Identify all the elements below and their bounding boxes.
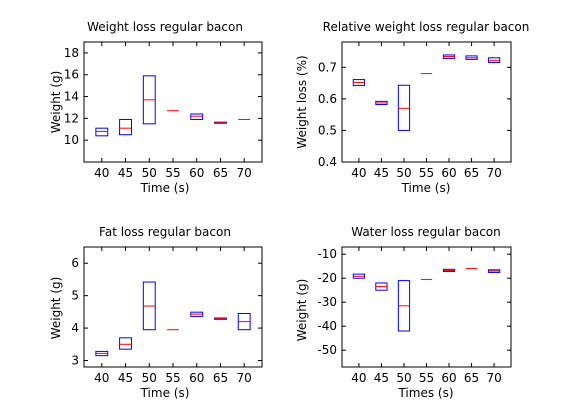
- y-axis-label: Weight (g): [295, 279, 309, 342]
- x-tick-label: 70: [486, 166, 501, 180]
- y-tick-label: 0.4: [318, 155, 337, 169]
- x-tick-label: 70: [486, 371, 501, 385]
- y-axis-label: Weight loss (%): [295, 55, 309, 148]
- x-tick-label: 50: [142, 166, 157, 180]
- x-axis-label: Times (s): [397, 386, 453, 400]
- y-tick-label: 12: [64, 111, 79, 125]
- axes-frame: [83, 246, 263, 368]
- x-tick-label: 65: [464, 166, 479, 180]
- x-tick-label: 60: [441, 166, 456, 180]
- x-tick-label: 55: [165, 371, 180, 385]
- x-tick-label: 50: [396, 166, 411, 180]
- x-tick-label: 40: [94, 371, 109, 385]
- box-45: [119, 118, 132, 136]
- x-tick-label: 45: [118, 371, 133, 385]
- x-tick-label: 45: [374, 371, 389, 385]
- x-axis-label: Time (s): [401, 181, 451, 195]
- axes-frame: [341, 246, 512, 368]
- x-tick-label: 65: [213, 166, 228, 180]
- axes-frame: [341, 41, 512, 163]
- x-tick-label: 60: [441, 371, 456, 385]
- plot-area: 10 12 14 16 18 40 45 50 55 60 65 70: [64, 41, 263, 180]
- y-tick-label: 0.7: [318, 60, 337, 74]
- x-tick-label: 70: [237, 166, 252, 180]
- chart-title: Weight loss regular bacon: [87, 20, 243, 34]
- y-tick-label: -20: [317, 271, 337, 285]
- x-tick-label: 60: [189, 371, 204, 385]
- x-tick-label: 65: [213, 371, 228, 385]
- chart-title: Water loss regular bacon: [351, 225, 501, 239]
- y-tick-label: 6: [71, 256, 79, 270]
- x-tick-label: 40: [351, 371, 366, 385]
- x-tick-label: 50: [396, 371, 411, 385]
- y-tick-label: 10: [64, 133, 79, 147]
- y-tick-label: 16: [64, 68, 79, 82]
- y-tick-label: -40: [317, 319, 337, 333]
- y-tick-label: 5: [71, 289, 79, 303]
- box-40: [95, 127, 109, 137]
- x-tick-label: 55: [419, 371, 434, 385]
- y-tick-label: -30: [317, 295, 337, 309]
- axes-frame: [83, 41, 263, 163]
- plot-area: 0.4 0.5 0.6 0.7 40 45 50 55 60 65 70: [318, 41, 512, 180]
- chart-title: Relative weight loss regular bacon: [323, 20, 530, 34]
- x-tick-label: 50: [142, 371, 157, 385]
- x-tick-label: 45: [374, 166, 389, 180]
- y-tick-label: 18: [64, 46, 79, 60]
- subplot-relative-weight-loss: Relative weight loss regular bacon Time …: [295, 20, 529, 195]
- x-tick-label: 40: [351, 166, 366, 180]
- chart-title: Fat loss regular bacon: [99, 225, 231, 239]
- x-tick-label: 60: [189, 166, 204, 180]
- x-tick-label: 55: [165, 166, 180, 180]
- x-tick-label: 65: [464, 371, 479, 385]
- subplot-water-loss: Water loss regular bacon Times (s) Weigh…: [295, 225, 501, 400]
- box-60: [190, 113, 204, 120]
- x-tick-label: 40: [94, 166, 109, 180]
- y-tick-label: 4: [71, 321, 79, 335]
- y-tick-label: -50: [317, 343, 337, 357]
- box-45: [119, 337, 132, 350]
- y-tick-label: 14: [64, 90, 79, 104]
- y-axis-label: Weight (g): [49, 71, 63, 134]
- x-axis-label: Time (s): [140, 181, 190, 195]
- subplot-weight-loss: Weight loss regular bacon Time (s) Weigh…: [49, 20, 243, 195]
- y-tick-label: 3: [71, 354, 79, 368]
- y-tick-label: 0.5: [318, 123, 337, 137]
- subplot-fat-loss: Fat loss regular bacon Time (s) Weight (…: [49, 225, 231, 400]
- x-tick-label: 45: [118, 166, 133, 180]
- y-tick-label: -10: [317, 247, 337, 261]
- x-axis-label: Time (s): [140, 386, 190, 400]
- y-axis-label: Weight (g): [49, 277, 63, 340]
- y-tick-label: 0.6: [318, 92, 337, 106]
- plot-area: -50 -40 -30 -20 -10 40 45 50 55 60 65 70: [317, 246, 512, 385]
- x-tick-label: 55: [419, 166, 434, 180]
- x-tick-label: 70: [237, 371, 252, 385]
